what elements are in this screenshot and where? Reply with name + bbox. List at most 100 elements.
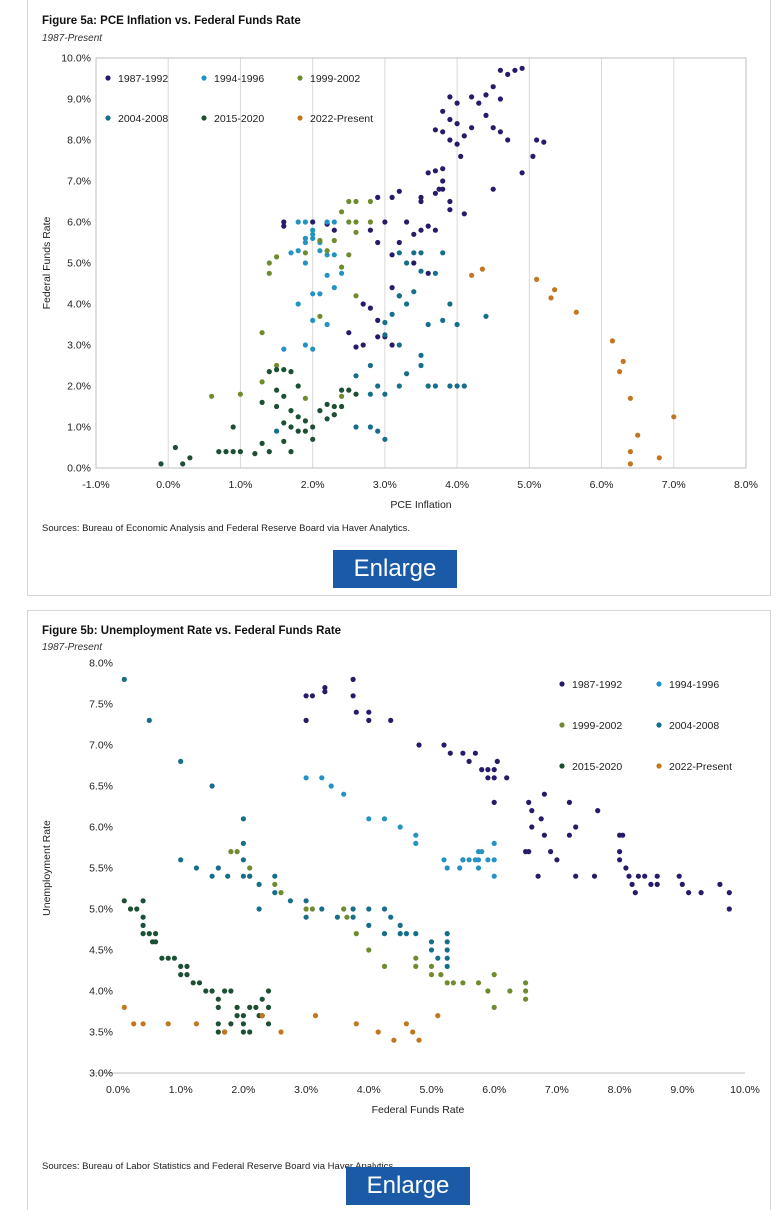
data-point <box>444 955 450 961</box>
data-point <box>259 330 265 336</box>
legend-label: 2004-2008 <box>669 720 719 732</box>
data-point <box>440 186 446 192</box>
data-point <box>428 939 435 945</box>
data-point <box>366 709 372 715</box>
data-point <box>302 418 308 424</box>
data-point <box>397 824 403 830</box>
data-point <box>635 432 641 438</box>
data-point <box>265 1004 272 1010</box>
data-point <box>331 237 337 244</box>
gridlines <box>167 58 675 468</box>
y-tick-label: 7.0% <box>89 740 113 752</box>
legend-marker <box>201 115 207 121</box>
x-tick-label: 6.0% <box>590 479 614 491</box>
data-point <box>432 190 438 196</box>
data-point <box>223 449 229 455</box>
data-point <box>457 865 463 871</box>
data-point <box>310 219 316 225</box>
data-point <box>460 980 466 986</box>
data-point <box>425 170 431 176</box>
data-point <box>676 873 682 879</box>
data-point <box>159 955 165 961</box>
data-point <box>215 1029 221 1035</box>
data-point <box>479 266 485 272</box>
enlarge-button[interactable]: Enlarge <box>346 1167 470 1205</box>
data-point <box>303 898 309 904</box>
figure-5b-card: Figure 5b: Unemployment Rate vs. Federal… <box>27 610 771 1210</box>
data-point <box>440 166 446 172</box>
data-point <box>215 1021 221 1027</box>
x-tick-label: 3.0% <box>294 1084 318 1096</box>
data-point <box>367 219 373 225</box>
data-point <box>418 352 424 358</box>
legend-label: 2015-2020 <box>572 761 622 773</box>
data-point <box>353 198 359 205</box>
data-point <box>671 414 677 420</box>
x-tick-label: 4.0% <box>445 479 469 491</box>
data-point <box>324 401 330 407</box>
data-point <box>339 270 345 276</box>
data-point <box>228 1021 234 1027</box>
legend-marker <box>297 75 303 81</box>
data-point <box>331 412 337 418</box>
data-point <box>505 71 511 77</box>
data-point <box>309 693 315 699</box>
data-point <box>526 849 532 855</box>
data-point <box>418 198 424 205</box>
data-point <box>158 461 164 467</box>
data-point <box>432 168 438 174</box>
data-point <box>303 717 309 723</box>
x-tick-label: 0.0% <box>156 479 180 491</box>
enlarge-button[interactable]: Enlarge <box>333 550 457 588</box>
data-point <box>529 808 535 814</box>
data-point <box>523 996 529 1002</box>
data-point <box>418 227 424 233</box>
data-point <box>404 301 410 307</box>
y-tick-label: 4.5% <box>89 945 113 957</box>
data-point <box>331 403 337 410</box>
data-point <box>240 873 246 879</box>
data-point <box>310 291 316 297</box>
data-point <box>447 116 453 123</box>
legend-marker <box>656 763 662 769</box>
data-point <box>454 321 460 328</box>
data-point <box>404 371 410 377</box>
data-point <box>266 260 272 266</box>
data-point <box>302 250 308 256</box>
data-point <box>367 391 373 397</box>
data-point <box>288 449 294 455</box>
x-tick-label: 1.0% <box>228 479 252 491</box>
y-tick-label: 8.0% <box>67 135 91 147</box>
data-point <box>411 260 417 266</box>
data-point <box>247 1004 253 1010</box>
data-point <box>288 369 294 375</box>
data-point <box>460 857 466 863</box>
data-point <box>396 188 402 194</box>
data-point <box>440 178 446 184</box>
data-point <box>410 1029 416 1035</box>
x-tick-labels: 0.0% 1.0% 2.0% 3.0% 4.0% 5.0% 6.0% 7.0% 8.0% 9.0%… <box>106 1084 760 1096</box>
data-point <box>353 1021 359 1027</box>
data-point <box>620 358 626 364</box>
data-point <box>435 955 441 961</box>
y-tick-labels: 3.0% 3.5% 4.0% 4.5% 5.0% 5.5% 6.0% 6.5% 7.0% 7.5%… <box>89 658 113 1080</box>
data-point <box>266 449 272 455</box>
data-point <box>328 783 334 789</box>
y-tick-label: 2.0% <box>67 381 91 393</box>
x-tick-label: 6.0% <box>482 1084 506 1096</box>
data-point <box>281 420 287 426</box>
data-point <box>317 408 323 414</box>
data-point <box>184 963 190 969</box>
legend-label: 1994-1996 <box>669 679 719 691</box>
data-point <box>435 1013 441 1019</box>
data-point <box>353 424 359 430</box>
data-point <box>259 1013 265 1019</box>
data-point <box>375 334 381 340</box>
data-point <box>526 799 532 805</box>
data-point <box>534 276 540 282</box>
data-point <box>319 775 325 781</box>
data-point <box>425 321 431 328</box>
data-point <box>476 100 482 106</box>
legend-marker <box>656 722 662 728</box>
data-point <box>331 252 337 258</box>
